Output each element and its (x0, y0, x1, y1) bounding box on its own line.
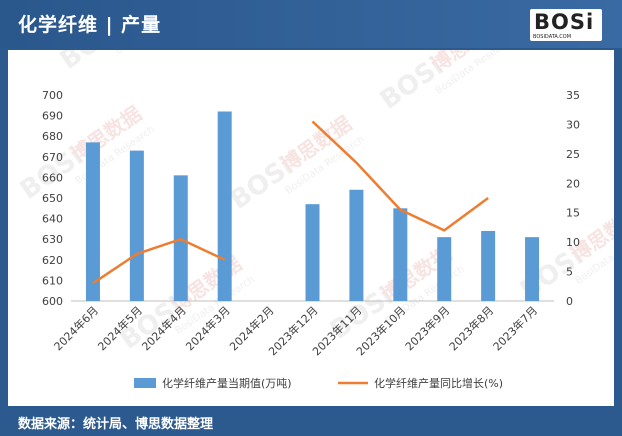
y-right-tick-label: 20 (566, 177, 580, 190)
logo-text: BOSi (534, 10, 595, 34)
bar (349, 189, 364, 301)
y-left-tick-label: 630 (42, 233, 63, 246)
header-bar: 化学纤维 | 产量 BOSi BOSIDATA.COM (0, 0, 622, 48)
x-tick-label: 2023年8月 (446, 303, 496, 353)
y-right-tick-label: 0 (566, 295, 573, 308)
y-left-tick-label: 670 (42, 151, 63, 164)
y-right-tick-label: 25 (566, 148, 580, 161)
bar (217, 111, 232, 301)
lines-layer (92, 120, 489, 285)
bar (85, 142, 100, 301)
watermark-en: BosiData Research (114, 50, 197, 57)
growth-line (92, 237, 226, 285)
y-left-tick-label: 680 (42, 130, 63, 143)
y-left-tick-label: 610 (42, 274, 63, 287)
y-right-tick-label: 35 (566, 89, 580, 102)
y-right-tick-label: 5 (566, 266, 573, 279)
legend-line-label: 化学纤维产量同比增长(%) (374, 376, 503, 390)
y-left-tick-label: 640 (42, 213, 63, 226)
bar (437, 237, 452, 301)
y-left-tick-label: 690 (42, 110, 63, 123)
bar (305, 204, 320, 301)
y-left-tick-label: 600 (42, 295, 63, 308)
y-right-tick-label: 10 (566, 236, 580, 249)
x-tick-label: 2024年6月 (51, 303, 101, 353)
bars-layer (85, 111, 540, 301)
y-left-tick-label: 650 (42, 192, 63, 205)
y-left-tick-label: 700 (42, 89, 63, 102)
legend-bar-label: 化学纤维产量当期值(万吨) (162, 376, 292, 390)
y-right-tick-label: 30 (566, 118, 580, 131)
bar (393, 208, 408, 301)
bar (129, 150, 144, 301)
logo-sub-text: BOSIDATA.COM (533, 34, 572, 40)
legend-bar-swatch (134, 378, 156, 388)
chart-panel: BOSi 博思数据 BosiData Research BOSi 博思数据 BosiDat… (8, 0, 622, 406)
legend: 化学纤维产量当期值(万吨) 化学纤维产量同比增长(%) (134, 376, 503, 390)
bar (481, 230, 496, 301)
x-tick-label: 2023年7月 (490, 303, 540, 353)
brand-logo: BOSi BOSIDATA.COM (530, 9, 602, 41)
y-left-tick-label: 660 (42, 171, 63, 184)
data-source: 数据来源：统计局、博思数据整理 (18, 417, 214, 432)
y-right-tick-label: 15 (566, 207, 580, 220)
page-title: 化学纤维 | 产量 (18, 14, 162, 36)
bar (525, 237, 540, 301)
y-left-tick-label: 620 (42, 254, 63, 267)
footer-bar: 数据来源：统计局、博思数据整理 (0, 406, 622, 436)
growth-line (311, 120, 489, 232)
